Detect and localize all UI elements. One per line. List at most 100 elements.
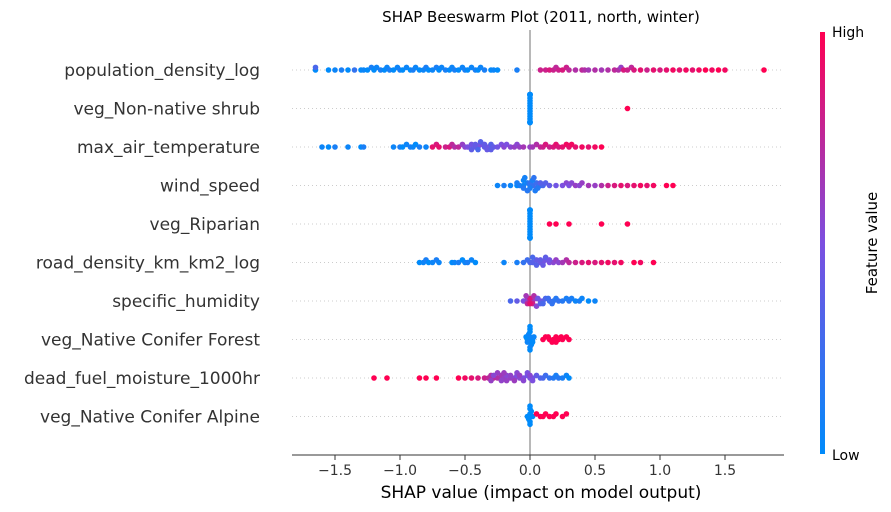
shap-point [722, 67, 728, 73]
feature-label: max_air_temperature [77, 138, 260, 158]
shap-point [384, 375, 390, 381]
shap-point [650, 67, 657, 73]
shap-point [545, 295, 551, 302]
shap-point [451, 144, 458, 150]
shap-point [585, 259, 592, 266]
shap-point [572, 298, 579, 304]
shap-point [598, 144, 605, 150]
shap-point [549, 339, 555, 345]
shap-point [527, 372, 533, 379]
shap-point [558, 334, 564, 340]
shap-point [507, 182, 514, 189]
shap-point [481, 67, 488, 73]
shap-point [555, 259, 562, 266]
shap-point [442, 67, 449, 73]
shap-point [572, 67, 579, 73]
shap-point [676, 67, 683, 73]
shap-point [433, 375, 440, 381]
shap-point [527, 421, 533, 428]
shap-point [605, 259, 611, 266]
shap-point [546, 221, 553, 227]
colorbar [820, 32, 825, 454]
shap-point [472, 259, 479, 266]
shap-point [592, 144, 598, 150]
shap-point [462, 375, 468, 381]
shap-point [546, 257, 553, 263]
feature-label: population_density_log [64, 61, 260, 81]
colorbar-high-label: High [832, 25, 864, 41]
shap-point [545, 334, 551, 340]
shap-point [598, 67, 605, 73]
shap-point [702, 67, 709, 73]
shap-point [332, 67, 338, 73]
colorbar-title: Feature value [863, 192, 881, 294]
feature-labels: population_density_log veg_Non-native shr… [24, 61, 260, 428]
shap-point [325, 67, 332, 73]
x-tick-label: −0.5 [448, 463, 482, 479]
shap-point [514, 298, 520, 304]
shap-point [490, 67, 497, 73]
shap-point [494, 182, 501, 189]
shap-point [650, 259, 657, 266]
shap-point [529, 339, 536, 345]
shap-point [598, 221, 605, 227]
shap-point [514, 67, 520, 73]
shap-point [611, 259, 618, 266]
shap-point [581, 67, 588, 73]
feature-label: veg_Riparian [150, 215, 260, 235]
shap-point [618, 182, 624, 189]
shap-point [537, 67, 544, 73]
shap-point [546, 67, 553, 73]
shap-point [535, 185, 541, 191]
shap-point [637, 259, 644, 266]
shap-point [416, 259, 423, 266]
shap-point [514, 180, 520, 186]
colorbar-low-label: Low [832, 448, 860, 464]
shap-point [416, 67, 423, 73]
shap-point [312, 64, 319, 71]
shap-point [650, 182, 657, 189]
shap-point [631, 259, 637, 266]
shap-point [490, 372, 497, 379]
shap-point [637, 67, 644, 73]
shap-point [553, 221, 559, 227]
shap-point [522, 174, 528, 181]
shap-point [345, 144, 351, 150]
shap-point [501, 370, 507, 376]
shap-point [657, 67, 663, 73]
shap-point [498, 377, 505, 384]
shap-point [451, 67, 458, 73]
shap-point [592, 67, 598, 73]
shap-point [524, 339, 531, 345]
shap-point [637, 182, 644, 189]
shap-point [663, 182, 670, 189]
shap-point [529, 377, 536, 384]
shap-point [516, 372, 523, 379]
shap-point [540, 300, 546, 307]
shap-point [566, 67, 572, 73]
shap-point [709, 67, 715, 73]
shap-point [416, 144, 423, 150]
feature-label: wind_speed [160, 177, 260, 197]
shap-point [555, 144, 562, 150]
shap-point [549, 300, 555, 307]
shap-point [338, 67, 345, 73]
shap-point [618, 259, 624, 266]
shap-point [345, 67, 351, 73]
shap-point [527, 235, 533, 241]
shap-point [503, 377, 510, 384]
shap-point [598, 259, 605, 266]
shap-point [579, 180, 585, 186]
shap-point [475, 146, 481, 153]
shap-point [624, 105, 631, 112]
shap-point [360, 144, 367, 150]
shap-point [572, 182, 579, 189]
shap-point [511, 377, 518, 384]
shap-point [535, 295, 541, 302]
shap-point [644, 67, 650, 73]
shap-point [579, 295, 585, 302]
feature-guide-lines [292, 69, 784, 417]
shap-point [507, 144, 514, 150]
shap-point [468, 146, 475, 153]
